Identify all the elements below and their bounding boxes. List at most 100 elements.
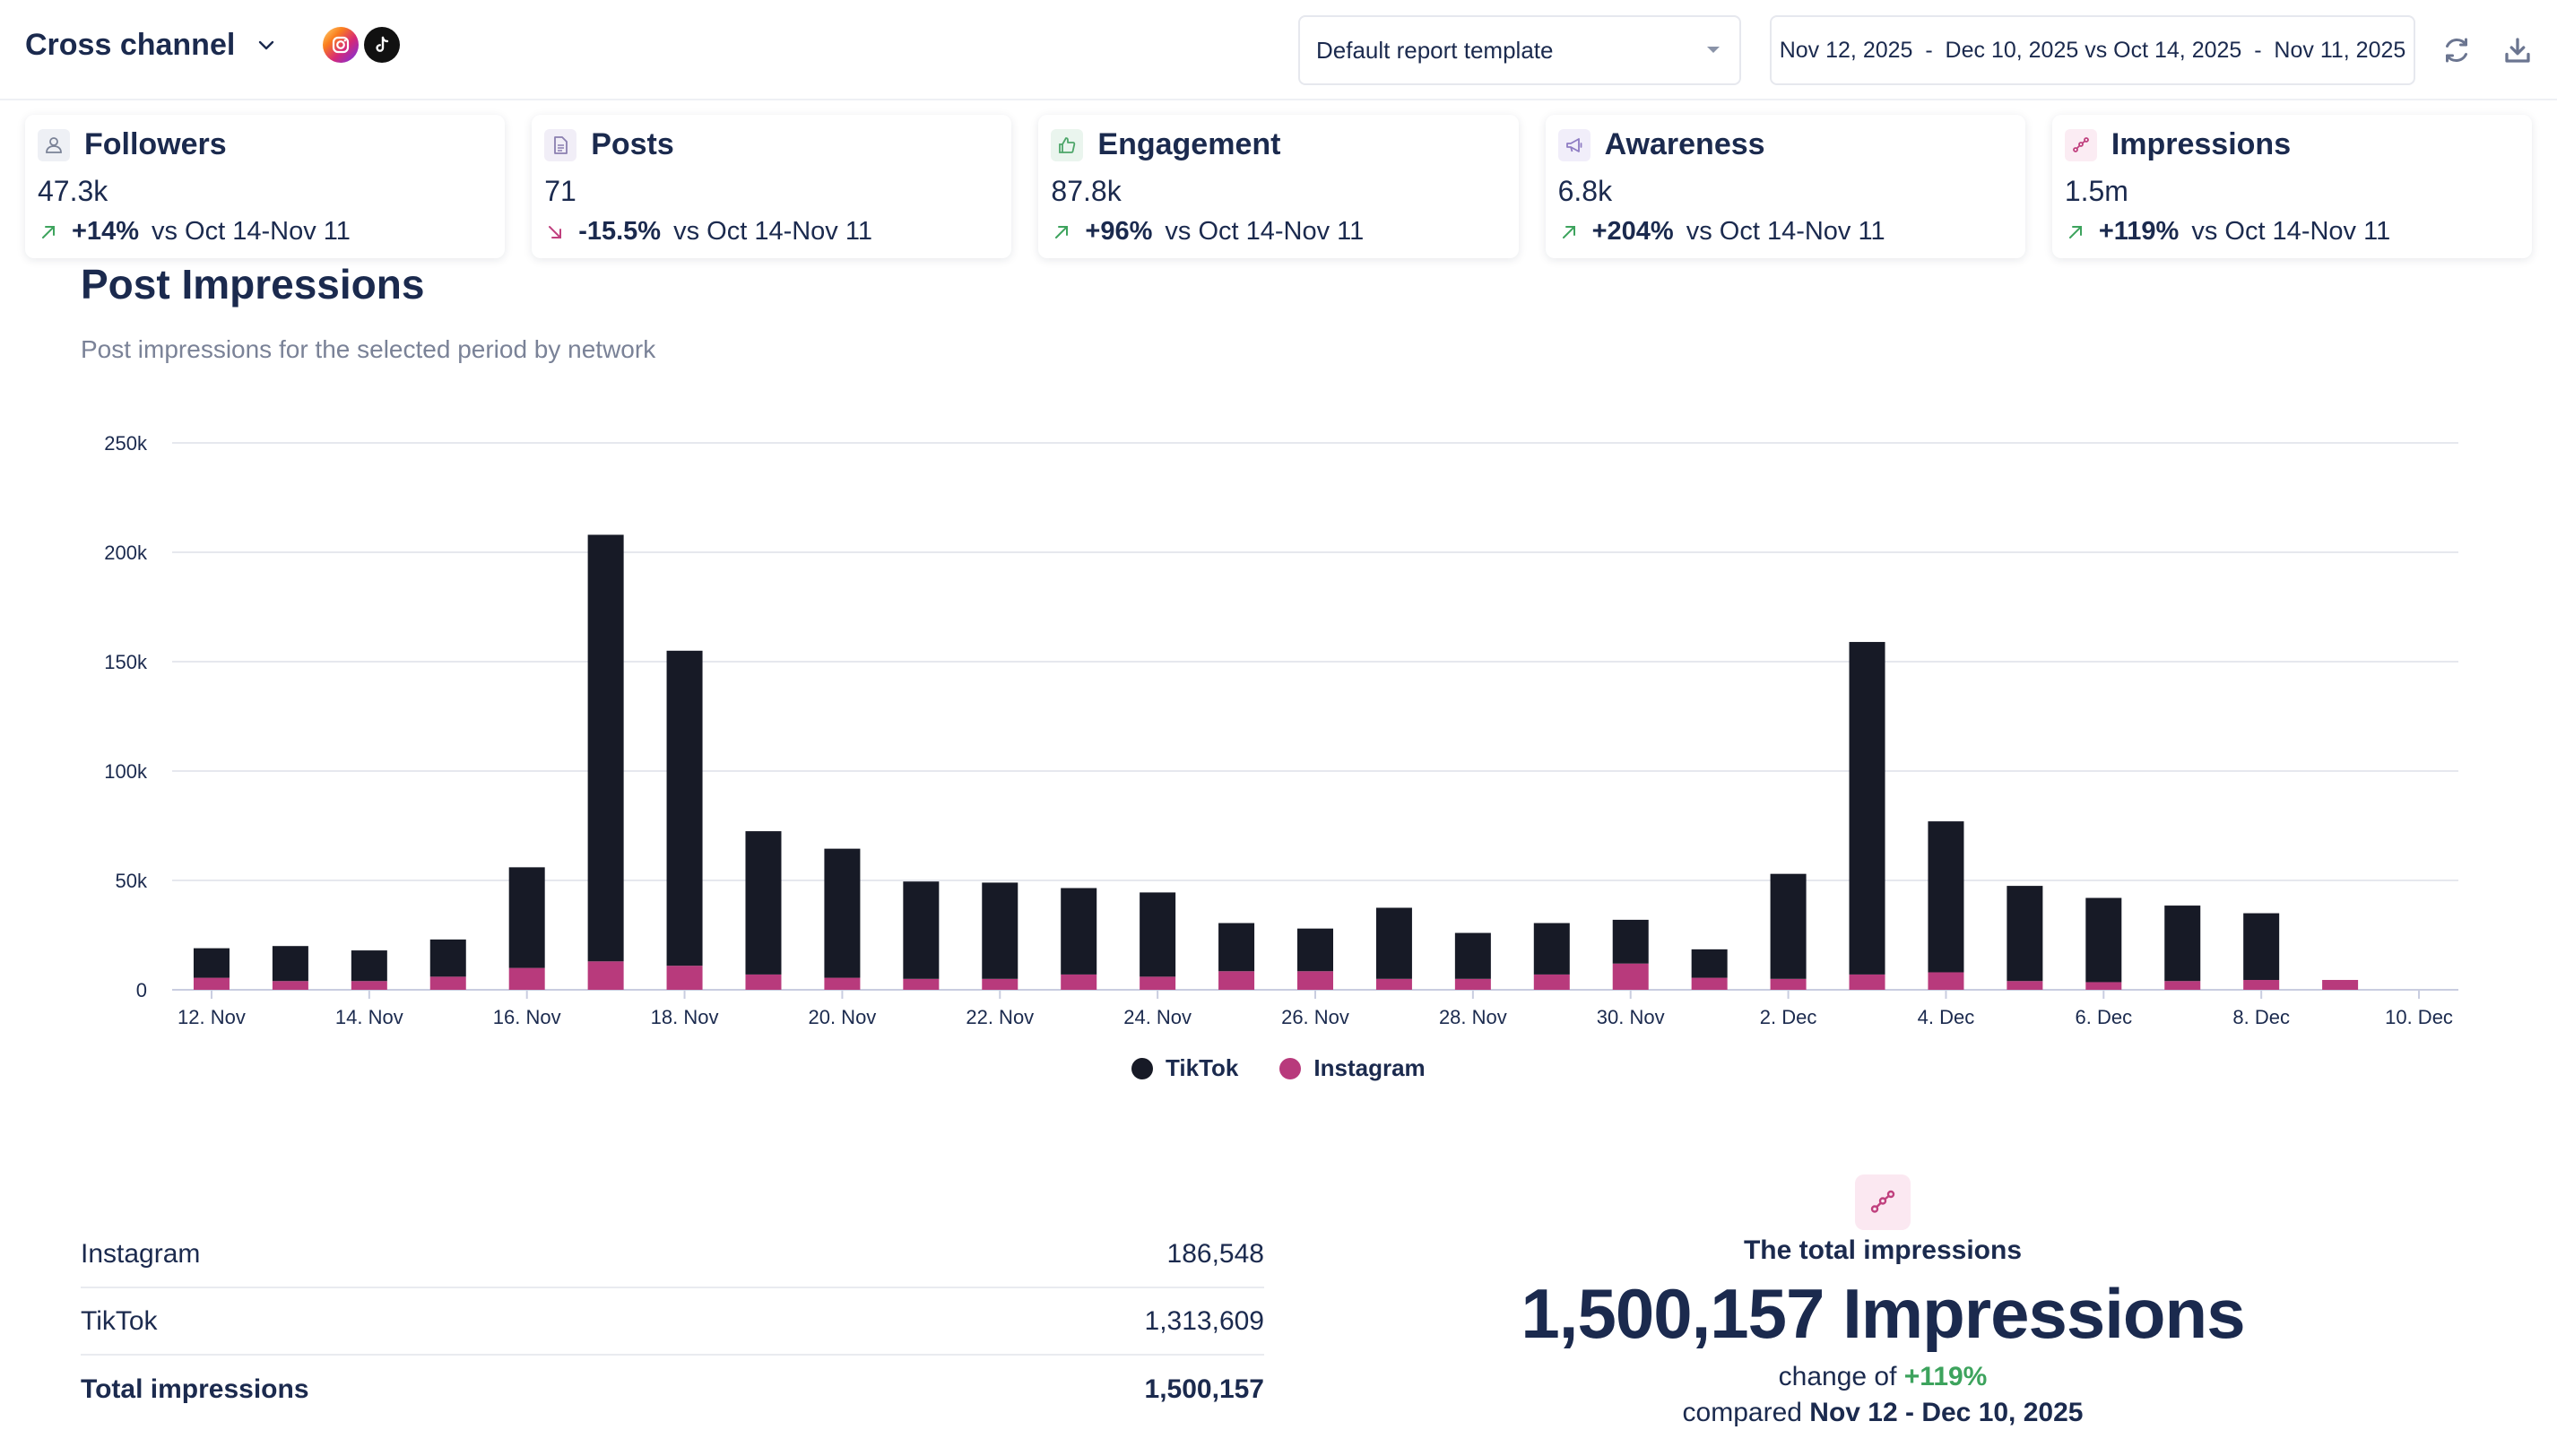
x-tick-label: 28. Nov <box>1439 1006 1507 1028</box>
kpi-change: +14% <box>72 217 139 246</box>
bar-instagram <box>1375 978 1412 990</box>
total-impressions-summary: The total impressions 1,500,157 Impressi… <box>1435 1174 2331 1428</box>
kpi-change: -15.5% <box>578 217 662 246</box>
bar-tiktok <box>824 848 861 978</box>
bar-tiktok <box>666 650 703 966</box>
date-range-picker[interactable]: Nov 12, 2025 - Dec 10, 2025 vs Oct 14, 2… <box>1770 15 2415 85</box>
arrow-up-right-icon <box>1051 221 1072 243</box>
table-row: Instagram 186,548 <box>81 1221 1264 1288</box>
network-icons <box>323 27 401 63</box>
bar-instagram <box>429 976 466 990</box>
report-template-select[interactable]: Default report template <box>1298 15 1741 85</box>
bar-tiktok <box>1928 821 1964 973</box>
change-value: +119% <box>1903 1362 1988 1391</box>
channel-selector[interactable]: Cross channel <box>25 27 401 63</box>
kpi-title: Impressions <box>2111 127 2292 161</box>
row-value: 186,548 <box>1166 1238 1264 1269</box>
thumbs-up-icon <box>1051 128 1084 161</box>
row-value: 1,313,609 <box>1144 1305 1264 1336</box>
kpi-value: 6.8k <box>1557 175 1613 207</box>
kpi-change: +204% <box>1591 217 1674 246</box>
bar-instagram <box>1140 976 1176 990</box>
bar-instagram <box>193 977 230 990</box>
x-tick-label: 8. Dec <box>2232 1006 2290 1028</box>
caret-down-icon <box>1707 47 1720 53</box>
summary-total: 1,500,157 Impressions <box>1521 1274 2245 1353</box>
bar-tiktok <box>1218 923 1255 972</box>
x-tick-label: 6. Dec <box>2076 1006 2133 1028</box>
bar-instagram <box>1770 978 1807 990</box>
bar-instagram <box>1297 971 1333 990</box>
bar-tiktok <box>2243 913 2280 981</box>
kpi-compare: vs Oct 14-Nov 11 <box>673 217 872 246</box>
bar-tiktok <box>1454 932 1491 979</box>
bar-tiktok <box>745 831 782 975</box>
bar-tiktok <box>1770 873 1807 979</box>
tiktok-icon <box>364 27 401 63</box>
x-tick-label: 2. Dec <box>1760 1006 1817 1028</box>
section-subtitle: Post impressions for the selected period… <box>81 335 656 363</box>
y-tick-label: 100k <box>104 760 148 783</box>
instagram-dot <box>1279 1057 1302 1079</box>
arrow-up-right-icon <box>1558 221 1580 243</box>
y-tick-label: 50k <box>116 870 148 892</box>
bar-tiktok <box>1533 923 1570 975</box>
bar-tiktok <box>903 881 940 979</box>
bar-instagram <box>351 981 387 990</box>
x-tick-label: 14. Nov <box>335 1006 403 1028</box>
kpi-title: Engagement <box>1097 127 1281 161</box>
document-icon <box>544 128 577 161</box>
bar-tiktok <box>508 867 545 968</box>
bar-instagram <box>1061 974 1097 990</box>
bar-instagram <box>1928 972 1964 990</box>
y-tick-label: 250k <box>104 432 148 455</box>
bar-tiktok <box>2164 906 2201 982</box>
kpi-compare: vs Oct 14-Nov 11 <box>2191 217 2391 246</box>
bar-instagram <box>982 978 1018 990</box>
kpi-value: 47.3k <box>38 175 108 207</box>
kpi-value: 1.5m <box>2064 175 2128 207</box>
kpi-card-impressions[interactable]: Impressions 1.5m +119% vs Oct 14-Nov 11 <box>2051 115 2533 258</box>
bar-tiktok <box>2085 897 2122 983</box>
refresh-button[interactable] <box>2437 30 2476 70</box>
bar-tiktok <box>351 950 387 982</box>
bar-instagram <box>587 961 624 990</box>
x-tick-label: 26. Nov <box>1281 1006 1349 1028</box>
kpi-card-followers[interactable]: Followers 47.3k +14% vs Oct 14-Nov 11 <box>25 115 506 258</box>
summary-change: change of +119% <box>1435 1362 2331 1392</box>
bar-tiktok <box>272 946 308 982</box>
tiktok-dot <box>1131 1057 1153 1079</box>
table-row: TikTok 1,313,609 <box>81 1288 1264 1356</box>
kpi-compare: vs Oct 14-Nov 11 <box>1165 217 1365 246</box>
row-label: Instagram <box>81 1238 201 1269</box>
arrow-up-right-icon <box>38 221 59 243</box>
legend-item-instagram[interactable]: Instagram <box>1279 1054 1426 1082</box>
x-tick-label: 16. Nov <box>493 1006 561 1028</box>
kpi-change: +96% <box>1085 217 1153 246</box>
bar-instagram <box>666 966 703 990</box>
bar-instagram <box>1849 974 1885 990</box>
download-button[interactable] <box>2498 30 2537 70</box>
kpi-card-posts[interactable]: Posts 71 -15.5% vs Oct 14-Nov 11 <box>532 115 1012 258</box>
x-tick-label: 30. Nov <box>1597 1006 1665 1028</box>
bar-instagram <box>824 977 861 990</box>
kpi-card-engagement[interactable]: Engagement 87.8k +96% vs Oct 14-Nov 11 <box>1038 115 1519 258</box>
kpi-title: Posts <box>591 127 674 161</box>
x-tick-label: 4. Dec <box>1918 1006 1975 1028</box>
arrow-up-right-icon <box>2065 221 2086 243</box>
bar-tiktok <box>1375 907 1412 979</box>
bar-instagram <box>1218 971 1255 990</box>
legend-item-tiktok[interactable]: TikTok <box>1131 1054 1238 1082</box>
x-tick-label: 10. Dec <box>2385 1006 2453 1028</box>
instagram-icon <box>323 27 360 63</box>
bar-tiktok <box>193 948 230 978</box>
summary-compare: compared Nov 12 - Dec 10, 2025 <box>1435 1398 2331 1428</box>
legend-label: Instagram <box>1313 1054 1426 1081</box>
top-bar: Cross channel Default report template No… <box>0 0 2557 100</box>
kpi-card-awareness[interactable]: Awareness 6.8k +204% vs Oct 14-Nov 11 <box>1545 115 2025 258</box>
bar-instagram <box>272 981 308 990</box>
bar-tiktok <box>1612 919 1649 964</box>
kpi-title: Awareness <box>1604 127 1765 161</box>
page-title: Cross channel <box>25 27 236 62</box>
chevron-down-icon[interactable] <box>251 30 282 60</box>
